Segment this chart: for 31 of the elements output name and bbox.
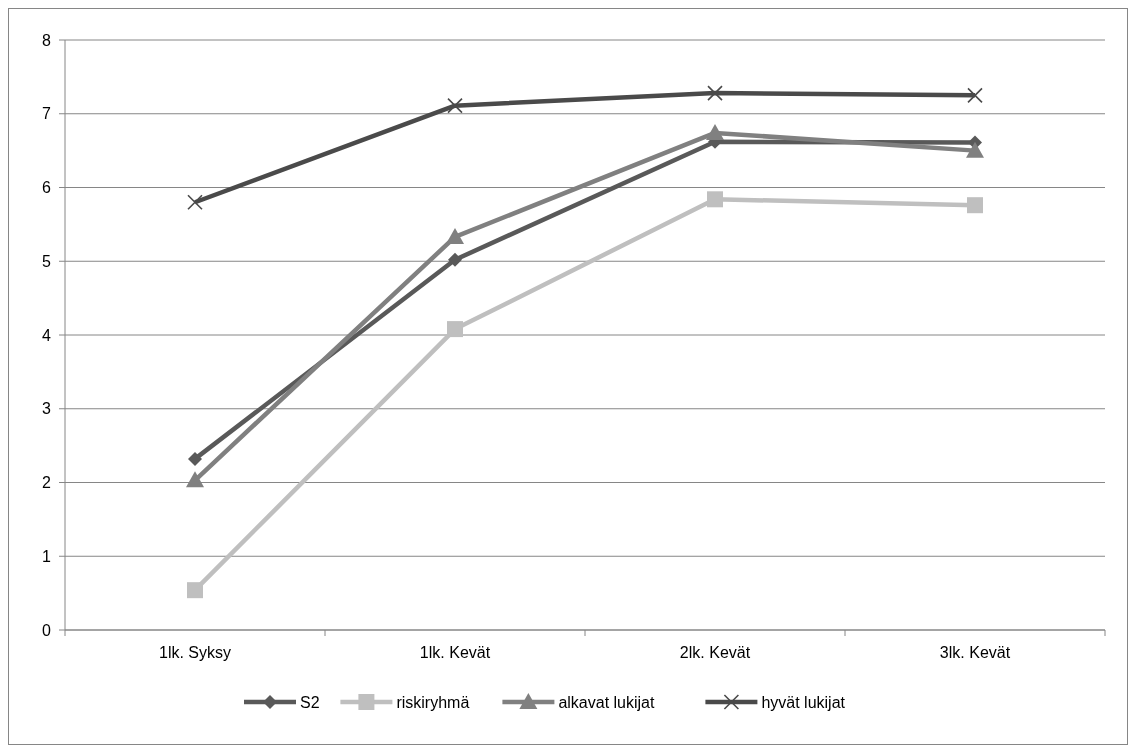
x-tick-label: 3lk. Kevät	[939, 644, 1011, 661]
point	[188, 451, 202, 466]
point	[966, 141, 984, 158]
point	[447, 97, 463, 114]
y-tick-label: 5	[42, 252, 52, 270]
point	[446, 227, 464, 244]
legend-label: alkavat lukijat	[558, 693, 655, 711]
point	[187, 194, 203, 211]
x-tick-label: 2lk. Kevät	[679, 644, 751, 661]
y-tick-label: 3	[42, 400, 52, 418]
point	[967, 87, 983, 104]
point	[706, 123, 724, 140]
point	[707, 191, 723, 208]
y-tick-label: 4	[42, 326, 52, 344]
y-tick-label: 6	[42, 179, 52, 197]
y-tick-label: 0	[42, 621, 52, 639]
y-tick-label: 7	[42, 105, 52, 123]
y-tick-label: 8	[42, 31, 52, 49]
point	[967, 197, 983, 214]
legend-label: riskiryhmä	[396, 693, 470, 711]
y-tick-label: 1	[42, 547, 52, 565]
x-tick-label: 1lk. Kevät	[419, 644, 491, 661]
point	[186, 471, 204, 488]
x-tick-label: 1lk. Syksy	[158, 644, 232, 661]
point	[448, 252, 462, 267]
point	[447, 321, 463, 338]
point	[707, 85, 723, 101]
legend-label: S2	[300, 693, 320, 711]
point	[187, 582, 203, 599]
legend-label: hyvät lukijat	[761, 693, 846, 711]
y-tick-label: 2	[42, 474, 52, 492]
